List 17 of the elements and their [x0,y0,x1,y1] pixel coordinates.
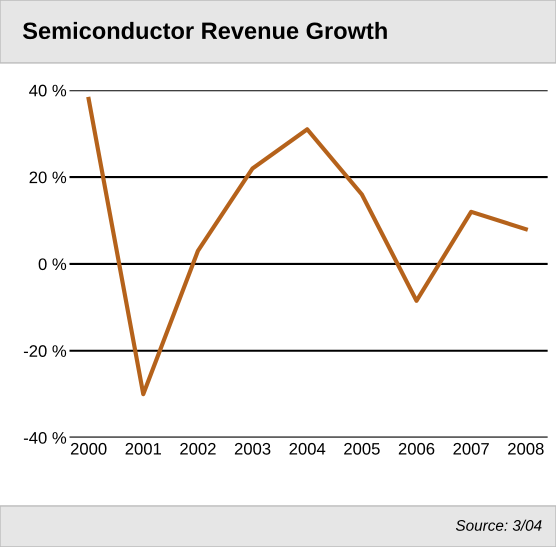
x-tick-label: 2004 [290,442,326,455]
x-tick-label: 2001 [126,442,161,455]
y-tick-label: -20 % [24,345,66,357]
y-tick-label: 40 % [29,84,66,96]
x-tick-label: 2003 [234,442,270,455]
y-tick-label: -40 % [24,432,66,444]
x-tick-label: 2006 [398,442,434,455]
source-note: Source: 3/04 [456,520,542,531]
x-tick-label: 2008 [508,442,544,455]
chart-title: Semiconductor Revenue Growth [22,22,387,40]
y-tick-label: 0 % [38,258,66,270]
x-tick-label: 2005 [344,442,380,455]
line-series [86,96,528,396]
x-tick-label: 2000 [70,442,107,455]
y-tick-label: 20 % [30,171,66,184]
x-tick-label: 2002 [180,442,216,455]
x-tick-label: 2007 [453,442,489,455]
